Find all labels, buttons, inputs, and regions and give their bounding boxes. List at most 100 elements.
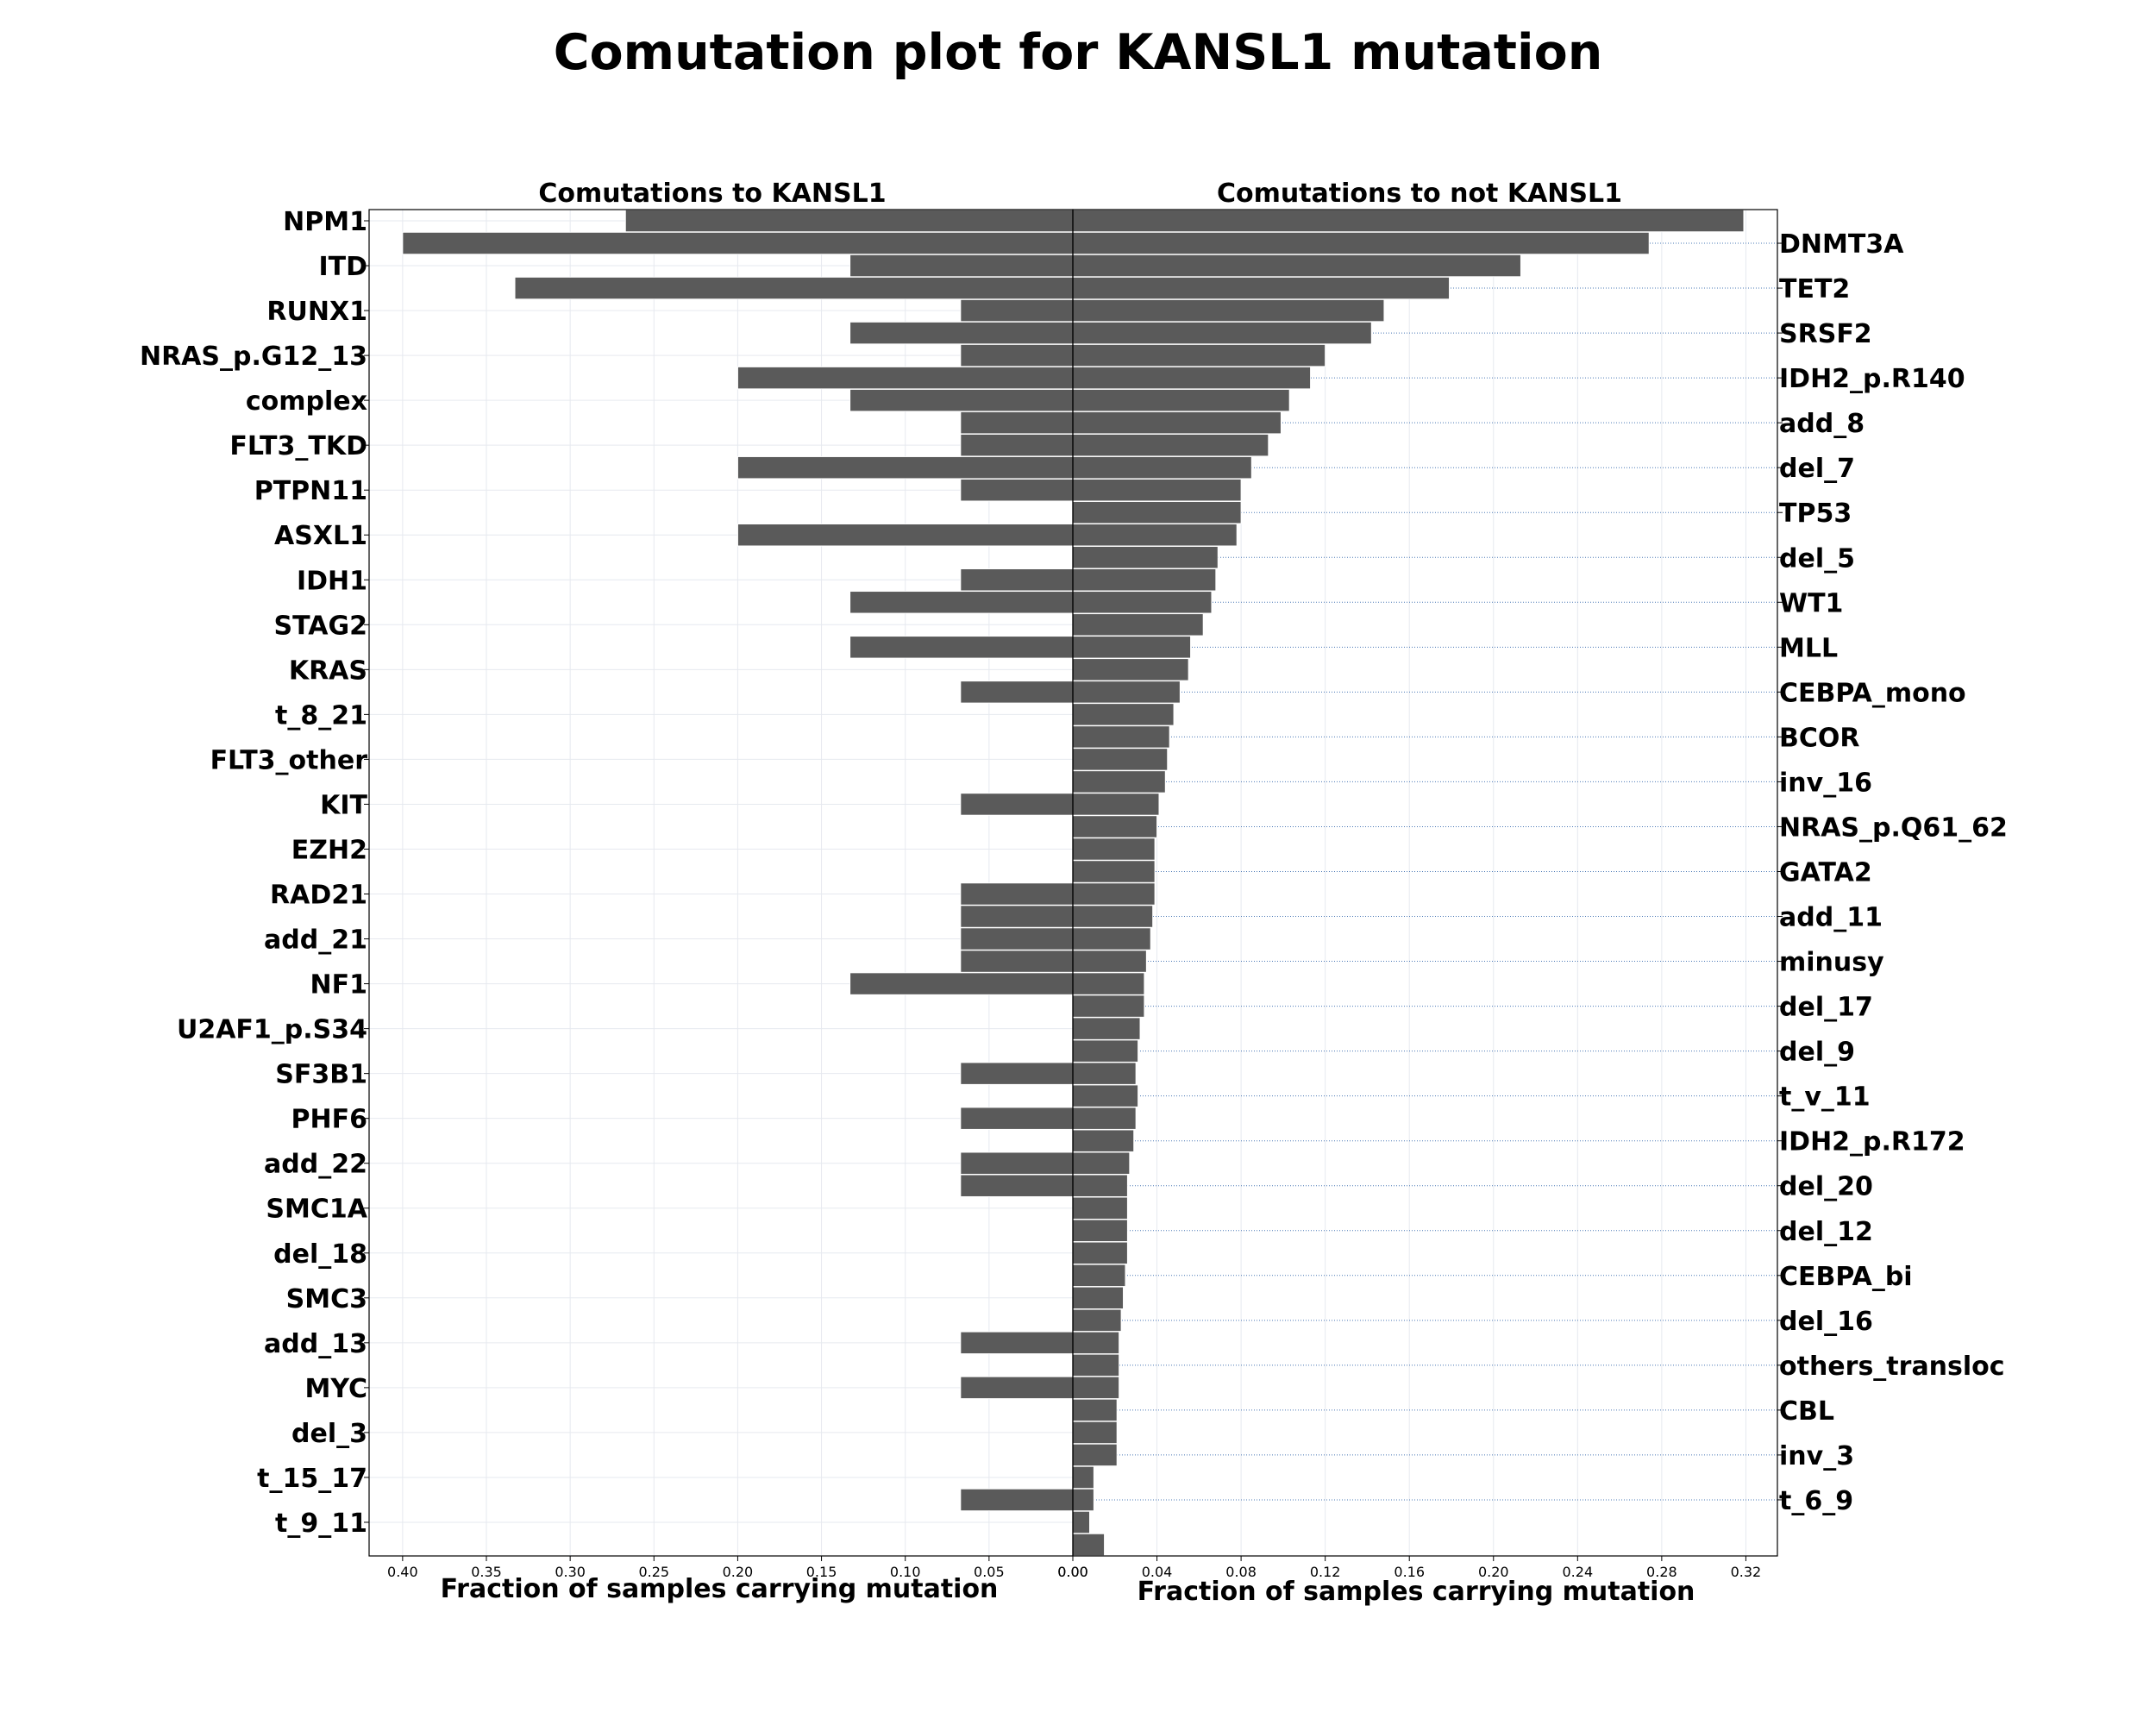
left-bar (960, 1062, 1074, 1085)
right-bar (1072, 433, 1269, 457)
left-bar (960, 1151, 1074, 1175)
left-x-axis-label: Fraction of samples carrying mutation (441, 1574, 999, 1604)
right-bar (1072, 1533, 1106, 1557)
right-bar (1072, 1465, 1094, 1490)
left-x-tick-label: 0.35 (471, 1564, 502, 1580)
frame-layer (368, 209, 1778, 1557)
left-category-label: ASXL1 (274, 521, 367, 551)
left-category-label: MYC (304, 1374, 367, 1404)
right-category-label: inv_3 (1779, 1441, 1854, 1471)
right-bar (1072, 905, 1154, 928)
left-x-tick-label: 0.25 (638, 1564, 669, 1580)
right-plot-frame (1072, 209, 1778, 1557)
right-category-label: SRSF2 (1779, 319, 1872, 349)
right-bar (1072, 882, 1156, 906)
right-bar (1072, 478, 1242, 502)
right-category-label: del_16 (1779, 1307, 1873, 1337)
right-bar (1072, 1421, 1118, 1445)
left-x-tick-label: 0.00 (1057, 1564, 1088, 1580)
left-category-label: KIT (320, 790, 367, 820)
right-bar (1072, 1510, 1091, 1534)
left-category-label: PTPN11 (254, 476, 367, 506)
left-category-label: SF3B1 (275, 1060, 367, 1090)
left-bar (960, 343, 1074, 367)
left-bar (960, 478, 1074, 502)
left-category-label: U2AF1_p.S34 (177, 1015, 367, 1045)
right-category-label: del_7 (1779, 454, 1855, 484)
right-category-label: others_transloc (1779, 1352, 2005, 1382)
left-category-label: SMC3 (286, 1284, 367, 1314)
left-bar (849, 254, 1074, 278)
left-x-tick-label: 0.10 (890, 1564, 921, 1580)
left-bar (960, 1376, 1074, 1400)
right-bar (1072, 1151, 1131, 1175)
left-bar (736, 523, 1074, 547)
left-bar (960, 950, 1074, 973)
right-bar (1072, 1062, 1137, 1085)
left-bar (960, 568, 1074, 592)
left-x-tick-label: 0.20 (723, 1564, 754, 1580)
right-category-label: add_8 (1779, 409, 1865, 439)
left-category-label: SMC1A (266, 1195, 367, 1225)
right-bar (1072, 1331, 1120, 1355)
right-bar (1072, 658, 1189, 681)
right-bar (1072, 1353, 1120, 1377)
right-bar (1072, 860, 1156, 883)
right-bar (1072, 927, 1151, 950)
left-bar (960, 433, 1074, 457)
right-bar (1072, 1443, 1118, 1467)
right-bar (1072, 793, 1160, 816)
right-category-label: del_9 (1779, 1038, 1855, 1068)
right-bar (1072, 770, 1166, 794)
left-category-label: FLT3_other (210, 745, 368, 775)
right-bar (1072, 994, 1145, 1018)
left-x-tick-label: 0.15 (806, 1564, 837, 1580)
left-x-tick-label: 0.30 (555, 1564, 586, 1580)
left-bar (849, 591, 1074, 614)
left-bar (849, 321, 1074, 345)
right-bar (1072, 1039, 1139, 1063)
right-bar (1072, 815, 1158, 838)
left-category-label: t_15_17 (257, 1464, 367, 1494)
right-category-label: BCOR (1779, 723, 1860, 753)
right-category-label: CEBPA_bi (1779, 1262, 1913, 1292)
right-bar (1072, 950, 1147, 973)
right-category-label: WT1 (1779, 588, 1843, 618)
right-category-label: del_12 (1779, 1217, 1873, 1247)
left-bar (960, 882, 1074, 906)
left-category-label: PHF6 (291, 1105, 367, 1135)
right-bar (1072, 1196, 1128, 1220)
chart-title: Comutation plot for KANSL1 mutation (554, 24, 1603, 81)
right-category-label: t_v_11 (1779, 1082, 1871, 1113)
left-category-label: FLT3_TKD (229, 431, 367, 461)
right-x-tick-label: 0.28 (1646, 1564, 1677, 1580)
right-bar (1072, 298, 1385, 323)
left-category-label: STAG2 (274, 611, 367, 641)
left-category-label: del_3 (291, 1419, 367, 1449)
left-bar (736, 366, 1074, 390)
right-bar (1072, 636, 1192, 659)
left-bar (960, 1174, 1074, 1197)
right-bar (1072, 1107, 1137, 1130)
right-x-tick-label: 0.32 (1731, 1564, 1762, 1580)
left-bar (849, 972, 1074, 995)
left-bar (960, 793, 1074, 816)
right-category-label: IDH2_p.R172 (1779, 1127, 1965, 1157)
labels-layer: 0.40 0.35 0.30 0.25 0.20 0.15 0.10 0.05 0.000.00… (140, 207, 2008, 1580)
right-bar (1072, 1084, 1139, 1107)
right-bar (1072, 1308, 1122, 1333)
left-category-label: ITD (318, 252, 367, 282)
left-bar (960, 1107, 1074, 1130)
left-bar (514, 276, 1074, 300)
right-bar (1072, 1241, 1128, 1265)
right-bar (1072, 1376, 1120, 1400)
right-bar (1072, 568, 1217, 592)
left-category-label: add_21 (264, 925, 367, 956)
right-bar (1072, 455, 1252, 480)
left-panel-title: Comutations to KANSL1 (538, 179, 886, 209)
right-category-label: CEBPA_mono (1779, 678, 1966, 708)
right-x-axis-label: Fraction of samples carrying mutation (1138, 1577, 1695, 1607)
right-bar (1072, 254, 1521, 278)
left-category-label: add_13 (264, 1329, 367, 1359)
